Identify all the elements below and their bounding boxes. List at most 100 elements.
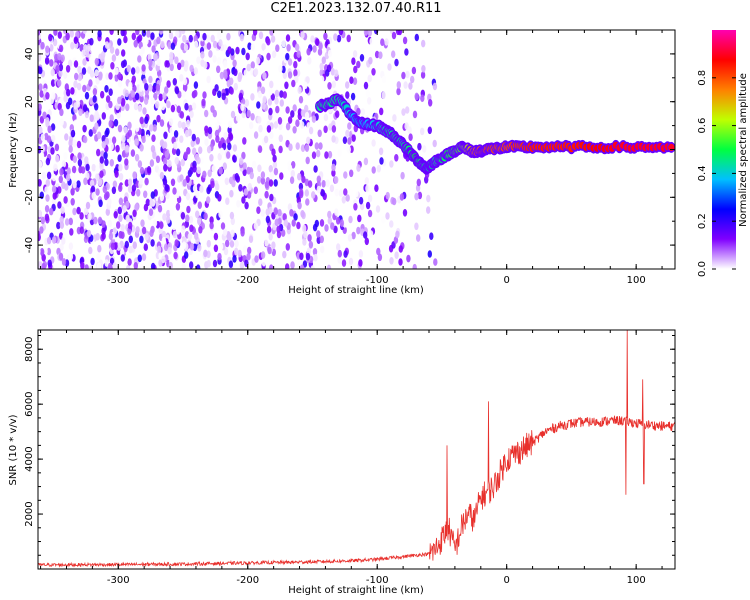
spectrogram-cell xyxy=(93,216,98,225)
spectrogram-cell xyxy=(195,137,200,145)
spectrogram-cell xyxy=(300,210,305,218)
spectrogram-cell xyxy=(305,252,311,261)
spectrogram-cell xyxy=(345,91,350,99)
spectrogram-cell xyxy=(318,42,323,51)
spectrogram-cell xyxy=(311,115,317,123)
spectrogram-cell xyxy=(117,96,122,105)
spectrogram-cell xyxy=(68,242,74,250)
spectrogram-cell xyxy=(41,171,47,180)
spectrogram-cell xyxy=(292,137,297,145)
spectrogram-cell xyxy=(179,174,184,182)
spectrogram-cell xyxy=(260,251,266,259)
spectrogram-cell xyxy=(285,34,291,42)
spectrogram-cell xyxy=(432,139,437,148)
spectrogram-cell xyxy=(348,189,353,197)
spectrogram-cell xyxy=(260,171,266,179)
spectrogram-cell xyxy=(125,131,130,140)
spectrogram-cell xyxy=(377,253,383,262)
spectrogram-cell xyxy=(369,37,374,46)
spectrogram-cell xyxy=(46,135,52,143)
spectrogram-cell xyxy=(58,175,63,184)
spectrogram-cell xyxy=(391,50,396,58)
spectrogram-cell xyxy=(221,92,226,101)
spectrogram-cell xyxy=(407,126,412,134)
spectrogram-cell xyxy=(202,91,207,99)
spectrogram-cell xyxy=(94,69,99,77)
spectrogram-cell xyxy=(241,151,246,160)
spectrogram-cell xyxy=(367,74,372,83)
spectrogram-cell xyxy=(156,245,162,254)
spectrogram-cell xyxy=(38,160,43,169)
spectrogram-cell xyxy=(135,66,140,74)
spectrogram-cell xyxy=(289,176,295,184)
spectrogram-cell xyxy=(299,190,304,199)
spectrogram-cell xyxy=(59,243,64,251)
spectrogram-cell xyxy=(104,41,110,49)
spectrogram-cell xyxy=(249,171,254,180)
spectrogram-cell xyxy=(334,208,339,216)
spectrogram-cell xyxy=(209,221,214,230)
spectrogram-cell xyxy=(294,75,299,84)
spectrogram-cell xyxy=(203,61,208,69)
spectrogram-cell xyxy=(120,254,126,262)
spectrogram-cell xyxy=(197,217,202,226)
spectrogram-cell xyxy=(284,81,289,90)
spectrogram-cell xyxy=(112,180,118,189)
spectrogram-cell xyxy=(212,55,217,63)
spectrogram-cell xyxy=(271,50,277,59)
spectrogram-cell xyxy=(58,69,63,78)
spectrogram-cell xyxy=(288,143,293,151)
spectrogram-cell xyxy=(416,234,421,242)
spectrogram-cell xyxy=(165,60,170,68)
spectrogram-cell xyxy=(39,191,44,200)
spectrogram-cell xyxy=(319,219,325,227)
spectrogram-cell xyxy=(158,93,163,102)
spectrogram-cell xyxy=(345,194,350,202)
spectrogram-cell xyxy=(203,49,208,57)
spectrogram-cell xyxy=(323,32,328,41)
spectrogram-cell xyxy=(253,222,259,230)
spectrogram-cell xyxy=(139,166,145,175)
spectrogram-cell xyxy=(325,179,330,188)
spectrogram-cell xyxy=(220,222,226,230)
spectrogram-cell xyxy=(433,258,438,266)
spectrogram-cell xyxy=(72,207,77,216)
spectrogram-cell xyxy=(112,262,117,269)
spectrogram-cell xyxy=(188,34,193,43)
spectrogram-cell xyxy=(46,247,52,256)
spectrogram-cell xyxy=(186,205,191,214)
spectrogram-cell xyxy=(207,169,212,178)
spectrogram-cell xyxy=(228,133,234,141)
spectrogram-cell xyxy=(267,246,272,255)
spectrogram-cell xyxy=(337,249,342,258)
spectrogram-cell xyxy=(189,224,194,233)
spectrogram-cell xyxy=(70,198,75,206)
spectrogram-cell xyxy=(255,57,261,65)
spectrogram-cell xyxy=(139,116,144,125)
spectrogram-cell xyxy=(63,152,68,160)
spectrogram-cell xyxy=(258,198,263,206)
spectrogram-cell xyxy=(120,231,125,239)
spectrogram-cell xyxy=(427,126,432,135)
spectrogram-cell xyxy=(140,46,145,55)
spectrogram-cell xyxy=(334,69,339,77)
spectrogram-cell xyxy=(163,131,168,140)
spectrogram-cell xyxy=(173,130,179,138)
spectrogram-cell xyxy=(209,154,214,162)
spectrogram-cell xyxy=(216,31,222,40)
spectrogram-cell xyxy=(179,135,184,143)
spectrogram-cell xyxy=(189,110,194,118)
figure-title: C2E1.2023.132.07.40.R11 xyxy=(270,1,442,16)
spectrogram-cell xyxy=(148,83,153,92)
spectrogram-cell xyxy=(243,69,248,77)
spectrogram-cell xyxy=(127,227,132,236)
spectrogram-cell xyxy=(127,258,132,266)
spectrogram-cell xyxy=(244,201,249,210)
x-tick-label: -300 xyxy=(107,275,130,286)
spectrogram-cell xyxy=(94,122,99,130)
spectrogram-cell xyxy=(174,56,179,64)
spectrogram-cell xyxy=(363,30,369,36)
spectrogram-cell xyxy=(68,252,74,261)
spectrogram-cell xyxy=(38,83,43,91)
spectrogram-cell xyxy=(64,133,69,141)
